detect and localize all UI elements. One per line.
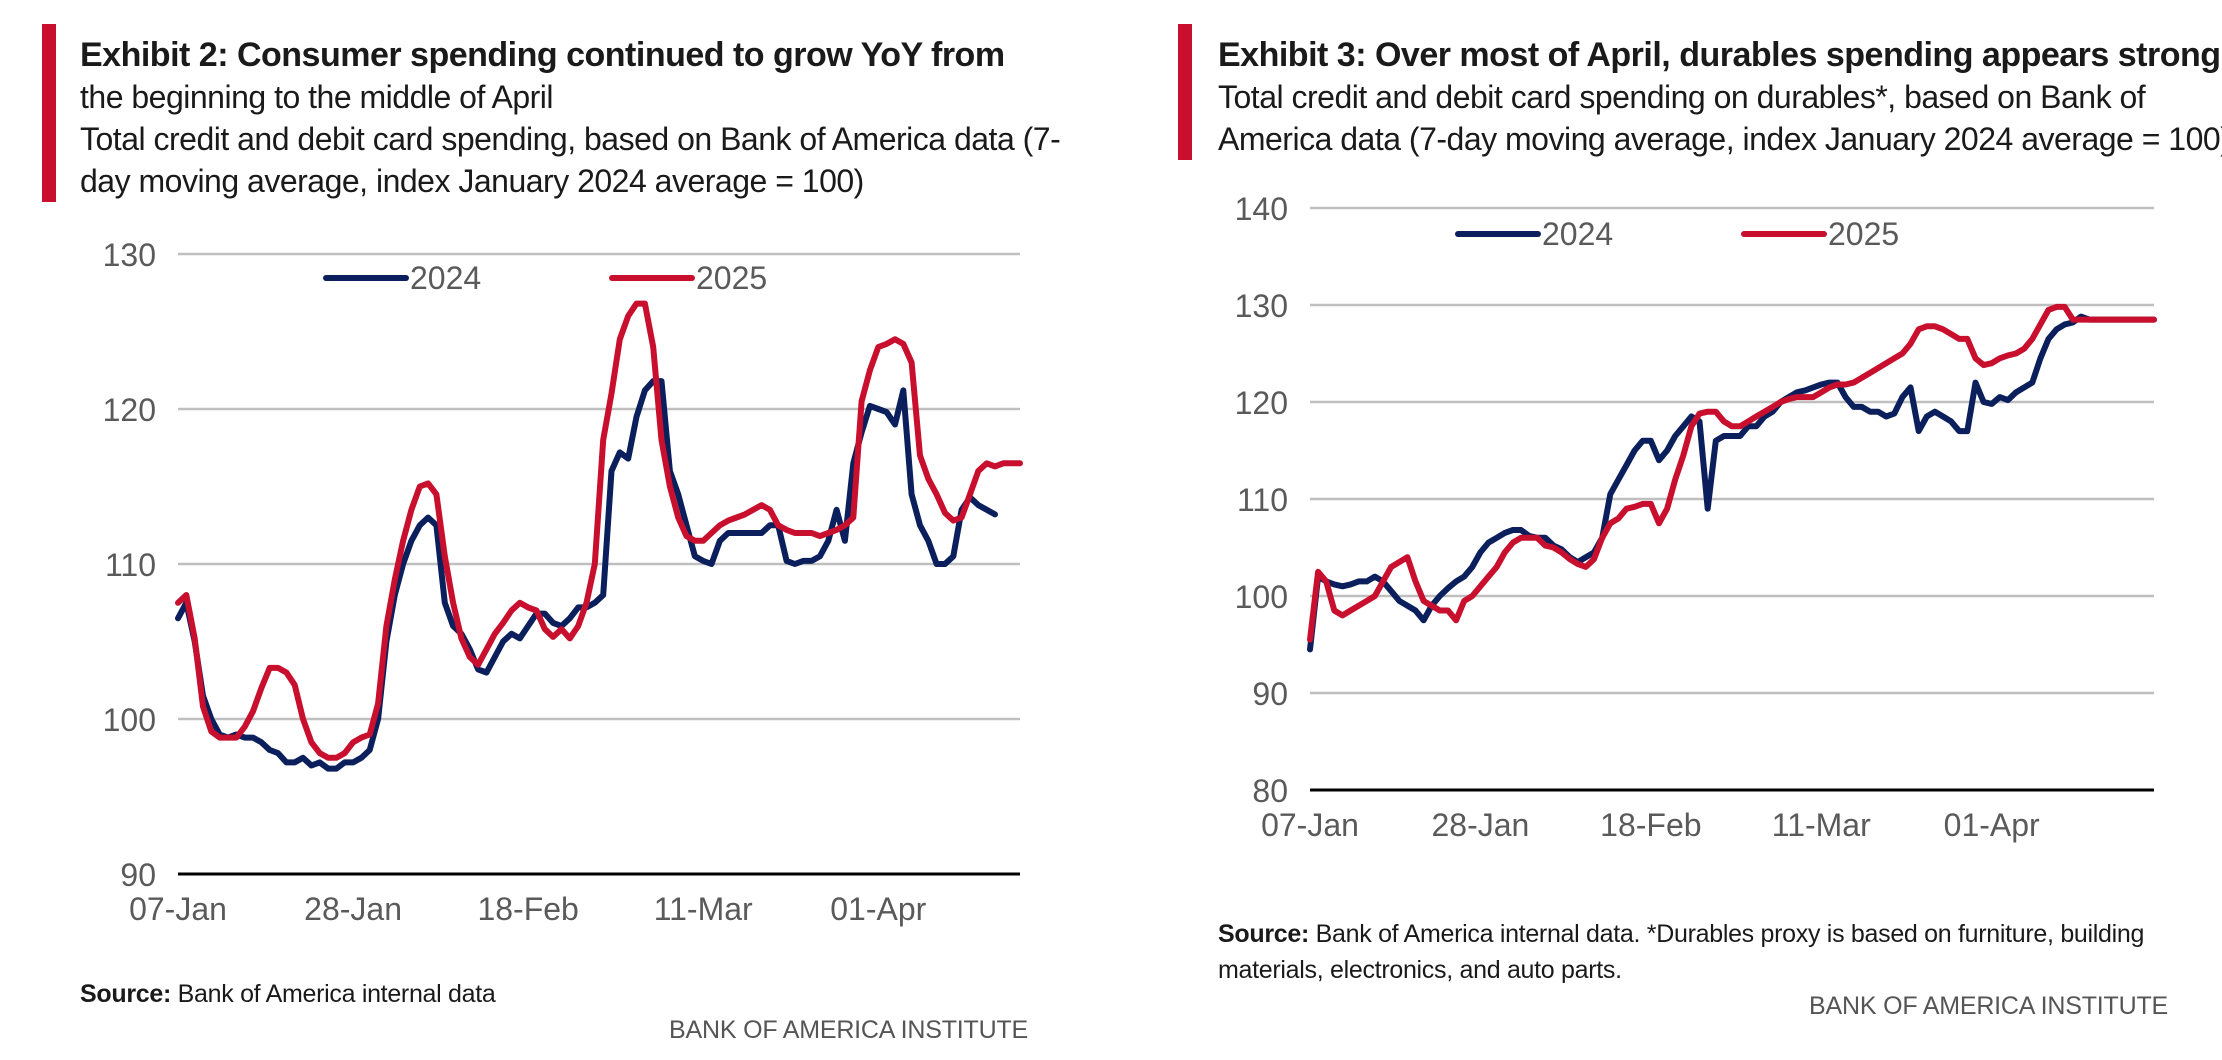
exhibit-3-source: Source: Bank of America internal data. *… (1218, 916, 2144, 988)
exhibit-2-heading: Exhibit 2: Consumer spending continued t… (80, 34, 1061, 202)
exhibit-2-panel: Exhibit 2: Consumer spending continued t… (0, 0, 1110, 1060)
exhibit-3-subtitle-line-1: Total credit and debit card spending on … (1218, 79, 2146, 115)
exhibit-3-chart: 80 90 100 110 120 130 140 07-Jan 28-Jan 18-Feb 11-… (1235, 191, 2157, 843)
exhibit-2-legend-label-2024: 2024 (410, 260, 481, 296)
exhibit-3-legend-label-2025: 2025 (1828, 216, 1899, 252)
exhibit-2-x-tick-label: 01-Apr (830, 891, 926, 927)
exhibit-2-y-tick-label: 120 (103, 392, 156, 428)
exhibit-3-accent-bar (1178, 24, 1192, 160)
exhibit-3-y-tick-label: 100 (1235, 579, 1288, 615)
exhibit-3-source-label: Source: (1218, 920, 1309, 948)
exhibit-2-source-text: Bank of America internal data (177, 980, 496, 1008)
exhibit-3-subtitle-line-2: America data (7-day moving average, inde… (1218, 121, 2222, 157)
exhibit-2-y-tick-label: 110 (105, 547, 156, 583)
exhibit-2-x-tick-label: 28-Jan (304, 891, 402, 927)
exhibit-3-heading: Exhibit 3: Over most of April, durables … (1218, 34, 2222, 160)
exhibit-2-y-tick-label: 130 (103, 237, 156, 273)
exhibit-2-source-label: Source: (80, 980, 171, 1008)
exhibit-3-x-tick-label: 01-Apr (1944, 807, 2040, 843)
exhibit-2-chart: 90 100 110 120 130 07-Jan 28-Jan 18-Feb 11-Mar 01… (103, 237, 1023, 927)
exhibit-3-series-line-2024 (1307, 313, 2157, 653)
exhibit-2-x-tick-label: 11-Mar (654, 891, 753, 927)
exhibit-2-source: Source: Bank of America internal data (80, 976, 496, 1012)
exhibit-2-subtitle-line-3: day moving average, index January 2024 a… (80, 163, 864, 199)
exhibit-2-series-line-2025 (175, 300, 1023, 761)
exhibit-3-y-tick-label: 110 (1237, 482, 1288, 518)
exhibit-3-y-tick-label: 140 (1235, 191, 1288, 227)
exhibit-3-legend-label-2024: 2024 (1542, 216, 1613, 252)
exhibit-3-source-text-line-1: Bank of America internal data. *Durables… (1315, 920, 2145, 948)
exhibit-3-x-tick-label: 28-Jan (1432, 807, 1530, 843)
exhibit-2-accent-bar (42, 24, 56, 202)
exhibit-3-title: Exhibit 3: Over most of April, durables … (1218, 36, 2221, 74)
exhibit-3-x-tick-label: 11-Mar (1772, 807, 1871, 843)
exhibit-3-y-tick-label: 80 (1252, 773, 1288, 809)
exhibit-3-source-text-line-2: materials, electronics, and auto parts. (1218, 956, 1622, 984)
exhibit-3-y-tick-label: 90 (1252, 676, 1288, 712)
exhibit-2-brand: BANK OF AMERICA INSTITUTE (669, 1016, 1028, 1044)
exhibit-2-x-tick-label: 07-Jan (129, 891, 227, 927)
exhibit-3-x-tick-label: 07-Jan (1261, 807, 1359, 843)
exhibit-2-y-tick-label: 90 (120, 857, 156, 893)
exhibit-2-subtitle-line-2: Total credit and debit card spending, ba… (80, 121, 1061, 157)
exhibit-3-series-line-2025 (1307, 303, 2157, 643)
exhibit-2-title: Exhibit 2: Consumer spending continued t… (80, 36, 1005, 74)
exhibit-3-brand: BANK OF AMERICA INSTITUTE (1809, 992, 2168, 1020)
exhibit-3-y-tick-label: 120 (1235, 385, 1288, 421)
exhibit-3-panel: Exhibit 3: Over most of April, durables … (1110, 0, 2222, 1060)
exhibit-2-subtitle-line-1: the beginning to the middle of April (80, 79, 554, 115)
exhibit-2-y-tick-label: 100 (103, 702, 156, 738)
exhibit-2-legend-label-2025: 2025 (696, 260, 767, 296)
exhibit-2-x-tick-label: 18-Feb (477, 891, 578, 927)
exhibit-3-x-tick-label: 18-Feb (1600, 807, 1701, 843)
exhibit-3-y-tick-label: 130 (1235, 288, 1288, 324)
